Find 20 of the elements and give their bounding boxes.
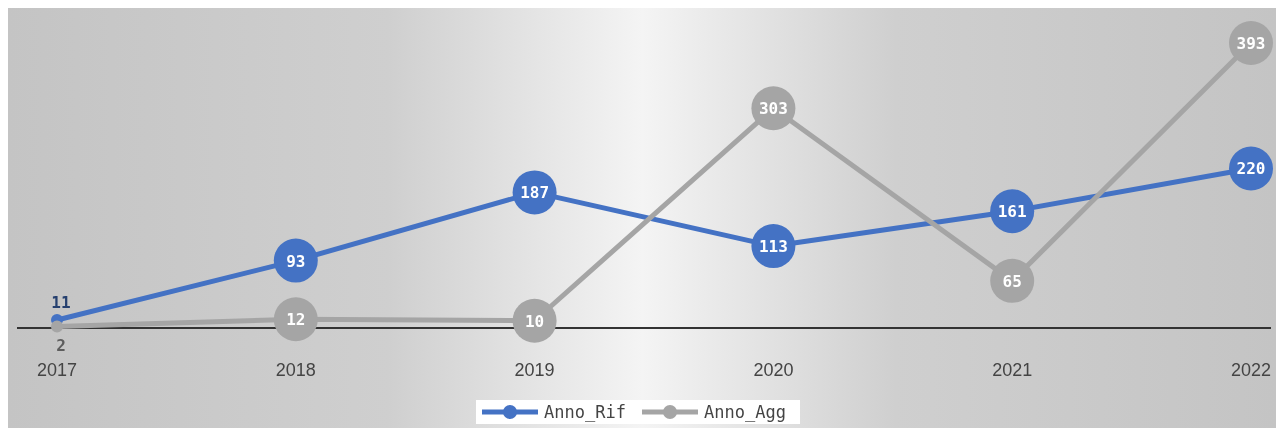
data-label: 12: [286, 310, 306, 330]
x-tick-label: 2022: [1230, 360, 1272, 380]
x-tick-label: 2019: [514, 360, 555, 380]
data-label: 187: [520, 183, 550, 203]
data-label: 65: [1002, 271, 1022, 291]
x-tick-label: 2018: [275, 360, 316, 380]
data-label: 10: [524, 311, 545, 331]
data-label: 303: [758, 99, 788, 119]
data-label: 220: [1236, 159, 1266, 179]
data-label: 113: [758, 237, 788, 257]
x-tick-label: 2020: [753, 360, 794, 380]
data-label: 161: [997, 202, 1027, 222]
data-label: 93: [286, 251, 306, 271]
x-tick-label: 2017: [36, 360, 78, 380]
legend-label: Anno_Rif: [544, 402, 626, 422]
legend-label: Anno_Agg: [704, 402, 786, 422]
data-label: 393: [1236, 34, 1266, 53]
data-label: 11: [51, 293, 71, 313]
data-label: 2: [56, 335, 66, 355]
x-tick-label: 2021: [992, 360, 1033, 380]
